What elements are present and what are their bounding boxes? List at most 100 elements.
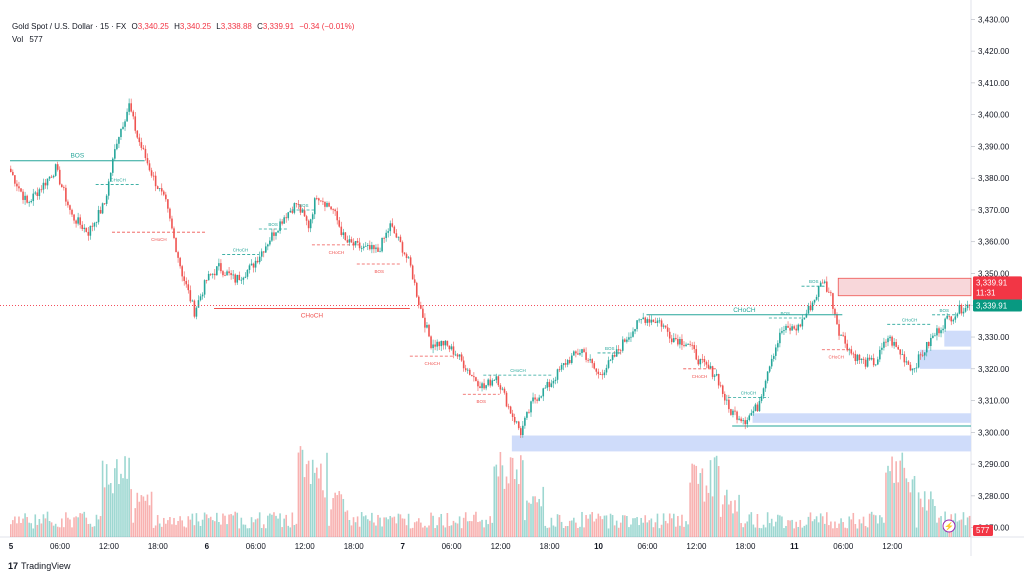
candle-body [740,418,742,422]
candle-body [193,300,196,317]
symbol-title[interactable]: Gold Spot / U.S. Dollar · 15 · FX [12,22,127,31]
candle-body [236,274,239,283]
candle-body [105,195,108,204]
candle-body [766,371,769,381]
time-tick-label: 12:00 [491,542,512,551]
candle-body [409,257,412,266]
volume-bar [536,502,538,537]
candle-body [836,314,838,325]
candle-body [528,411,530,413]
candle-body [826,281,828,292]
candle-body [566,359,569,365]
volume-bar [919,498,922,537]
candle-body [834,308,836,315]
candle-body [732,410,734,415]
volume-bar [214,521,216,537]
volume-bar [163,517,165,537]
volume-bar [93,526,96,537]
candle-body [915,367,918,369]
candle-body [772,355,775,359]
volume-bar [662,513,665,537]
candle-body [291,210,294,213]
candle-body [126,111,128,122]
volume-bar [487,524,489,537]
volume-bar [336,495,338,537]
time-axis[interactable]: 5 06:00 12:00 18:00 6 06:00 12:00 18:00 7 06:00 12… [9,542,903,551]
candle-body [850,349,853,354]
volume-bar [112,493,114,537]
volume-bar [448,525,451,537]
volume-bar [891,456,893,537]
candle-body [340,226,343,236]
volume-bar [887,465,889,537]
alert-lightning-button[interactable]: ⚡ [942,519,956,533]
candle-body [77,217,79,224]
candle-body [313,198,316,215]
volume-bar [917,492,920,537]
demand-zone [511,435,971,452]
tradingview-footer[interactable]: 17 TradingView [8,561,71,571]
volume-bar [772,526,775,537]
candle-body [346,240,349,243]
candle-body [630,336,632,338]
candle-body [230,273,232,276]
volume-bar [677,516,679,537]
vol-label: Vol [12,35,24,44]
candle-body [544,387,547,389]
candle-body [44,182,47,186]
candle-body [895,341,897,347]
volume-bar [511,457,514,537]
candle-body [256,260,259,263]
structure-layer: BOS CHoCH CHoCH CHoCH CHoCH BOS BOS CHoCH BOS CHo… [10,153,957,404]
volume-bar [464,512,467,537]
candle-body [218,263,220,267]
candle-body [30,201,32,203]
candle-body [517,421,520,429]
candle-body [558,369,561,371]
price-tick-label: 3,370.00 [978,206,1010,215]
candle-body [868,357,871,360]
volume-bar [638,525,640,537]
volume-bar [828,525,830,537]
volume-bar [307,460,310,537]
candle-body [879,349,881,360]
candle-body [395,233,398,238]
candle-body [428,324,430,337]
volume-bar [126,478,128,537]
candle-body [132,111,134,117]
choch-label: CHoCH [733,307,756,314]
volume-bar [797,526,800,537]
volume-bar [785,525,787,537]
volume-bar [593,521,596,537]
volume-bar [681,514,683,537]
volume-bar [556,514,559,537]
candle-body [499,385,502,390]
choch-label: CHoCH [692,374,708,379]
volume-bar [409,528,412,537]
candle-body [479,386,481,389]
candle-body [877,359,879,365]
candle-body [628,337,630,340]
candle-body [393,226,396,234]
candle-body [207,273,210,281]
candle-body [642,317,644,320]
candle-body [201,294,204,297]
volume-bar [475,511,477,537]
volume-bar [856,528,859,537]
volume-bar [826,512,828,537]
volume-bar [240,517,243,537]
candle-body [330,206,332,210]
candle-body [897,346,899,350]
candle-body [854,354,857,362]
candle-body [775,347,777,356]
candle-body [758,401,761,412]
time-tick-label: 06:00 [442,542,463,551]
candle-body [666,327,669,332]
volume-bar [605,515,608,537]
volume-tag-value: 577 [976,526,990,535]
volume-bar [369,520,371,537]
volume-bar [866,527,869,537]
choch-label: CHoCH [510,368,526,373]
